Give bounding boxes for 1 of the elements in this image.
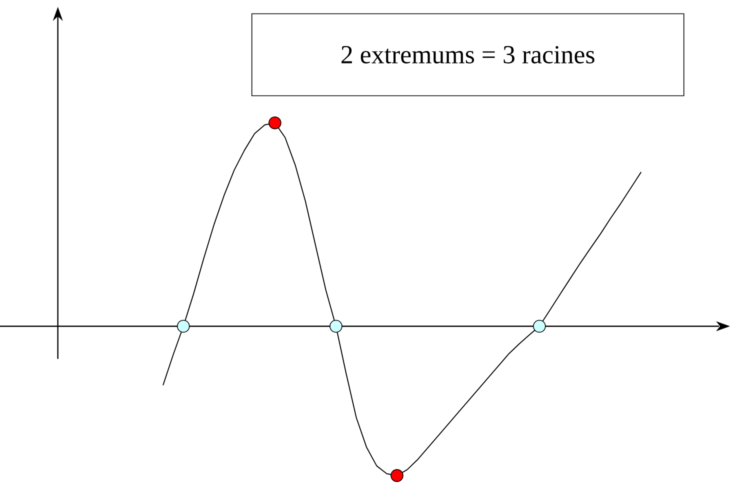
text: 2 extremums = 3 racines bbox=[342, 46, 594, 64]
